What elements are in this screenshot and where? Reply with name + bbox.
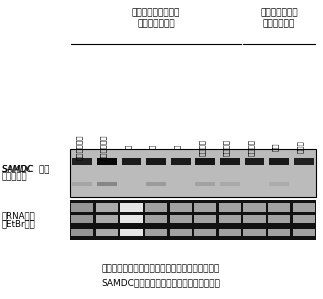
Bar [170,203,192,212]
Text: 穂: 穂 [125,145,131,149]
Bar [220,158,240,165]
Bar [244,228,266,236]
Bar [120,203,142,212]
Bar [71,215,93,223]
Text: 葉（若）: 葉（若） [199,138,205,155]
Text: すEtBr染色: すEtBr染色 [2,219,36,228]
Bar [269,158,289,165]
Text: SAMDC: SAMDC [2,164,34,173]
Bar [71,228,93,236]
Text: 花（開花後）: 花（開花後） [100,134,107,160]
Bar [219,215,241,223]
Text: 若い根: 若い根 [297,141,304,153]
Bar [145,203,167,212]
Text: 若い茎葉: 若い茎葉 [248,138,255,155]
Bar [268,203,290,212]
Bar [96,215,118,223]
Bar [171,158,191,165]
Bar [294,158,314,165]
Bar [293,203,315,212]
Text: 花（開花前）: 花（開花前） [76,134,82,160]
Bar [96,228,118,236]
Bar [194,203,216,212]
Bar [146,182,166,186]
Bar [245,158,264,165]
Bar [70,200,316,240]
Text: 茎: 茎 [174,145,181,149]
Bar [96,203,118,212]
Bar [293,215,315,223]
Bar [97,158,117,165]
Bar [195,182,215,186]
Bar [219,203,241,212]
Bar [194,228,216,236]
Bar [70,149,316,197]
Text: 「ゆきひかり」: 「ゆきひかり」 [137,19,175,28]
Bar [269,182,289,186]
Text: SAMDC遺伝子発現のノーザン法による解析: SAMDC遺伝子発現のノーザン法による解析 [101,278,220,288]
Bar [145,228,167,236]
Bar [72,158,92,165]
Bar [122,158,141,165]
Bar [170,228,192,236]
Text: 図１　非環境ストレス下のイネの各器官における: 図１ 非環境ストレス下のイネの各器官における [102,265,220,274]
Bar [195,158,215,165]
Text: 開花期の日本型イネ: 開花期の日本型イネ [132,8,180,17]
Bar [120,215,142,223]
Text: 胚乳: 胚乳 [273,143,279,151]
Bar [145,215,167,223]
Bar [244,203,266,212]
Text: 全RNAを示: 全RNAを示 [2,211,36,220]
Bar [293,228,315,236]
Text: 根: 根 [150,145,156,149]
Bar [244,215,266,223]
Bar [97,182,117,186]
Bar [146,158,166,165]
Bar [268,228,290,236]
Bar [219,228,241,236]
Bar [120,228,142,236]
Bar [268,215,290,223]
Text: 発芽７日目の日: 発芽７日目の日 [260,8,298,17]
Text: 葉（老）: 葉（老） [223,138,230,155]
Text: 子の発現量: 子の発現量 [2,173,28,181]
Bar [194,215,216,223]
Bar [72,182,92,186]
Text: 本型イネの苗: 本型イネの苗 [263,19,295,28]
Text: SAMDC  遺伝: SAMDC 遺伝 [2,164,49,173]
Bar [170,215,192,223]
Bar [220,182,240,186]
Bar [71,203,93,212]
